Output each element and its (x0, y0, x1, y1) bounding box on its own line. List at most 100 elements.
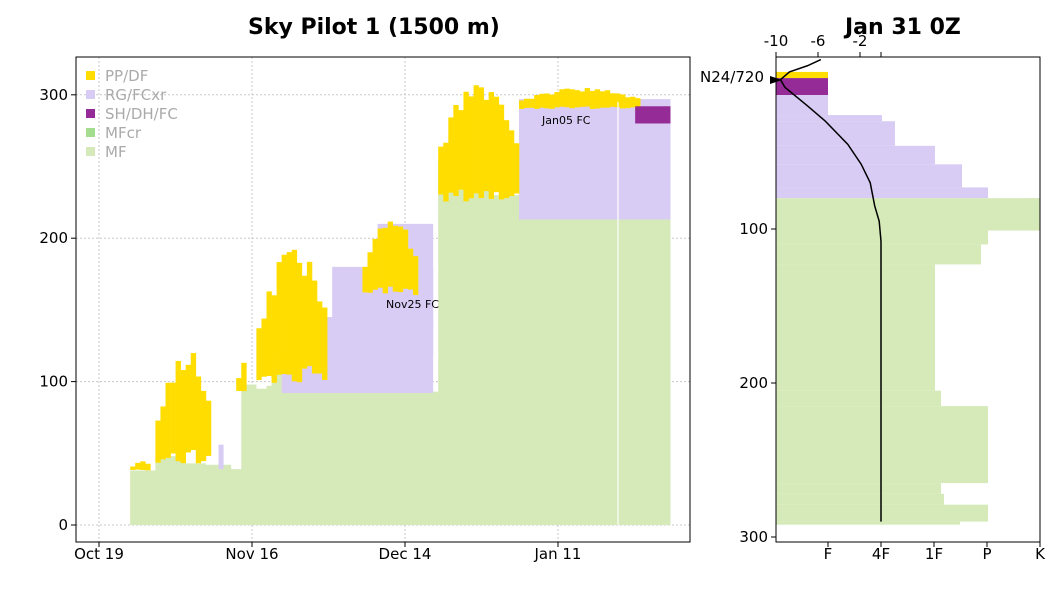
left-ytick-label: 200 (39, 229, 68, 247)
ppdf-bar (625, 97, 631, 109)
left-plot-frame (75, 56, 691, 543)
hardness-layer-bar (776, 264, 935, 391)
hardness-layer-bar (776, 164, 962, 188)
left-xtick-label: Jan 11 (534, 545, 582, 563)
ppdf-bar (291, 249, 298, 382)
hardness-layer-bar (776, 521, 960, 525)
left-ytick-label: 100 (39, 373, 68, 391)
temperature-profile-line (779, 58, 882, 522)
ppdf-bar (574, 90, 580, 108)
hardness-layer-bar (776, 115, 882, 122)
ppdf-bar (534, 94, 540, 109)
ppdf-bar (635, 98, 641, 108)
ppdf-bar (397, 226, 404, 293)
right-xtick-label: P (982, 545, 991, 563)
ppdf-bar (488, 92, 495, 199)
hardness-layer-bar (776, 230, 988, 245)
legend-label: SH/DH/FC (105, 105, 178, 123)
annotation-nov25-fc: Nov25 FC (386, 298, 439, 311)
legend-swatch-mfcr (86, 128, 95, 137)
ppdf-bar (145, 463, 151, 471)
ppdf-bar (564, 88, 570, 108)
hardness-layer-bar (776, 406, 988, 484)
ppdf-bar (322, 307, 328, 381)
legend-label: RG/FCxr (105, 86, 167, 104)
ppdf-bar (569, 89, 575, 109)
ppdf-bar (559, 89, 565, 107)
top-xtick-label: -2 (853, 32, 868, 50)
ppdf-bar (311, 280, 318, 374)
ppdf-bar (519, 100, 525, 109)
ppdf-bar (443, 142, 449, 202)
ppdf-bar (453, 105, 459, 196)
ppdf-bar (286, 252, 293, 375)
hardness-layer-bar (776, 483, 941, 494)
ppdf-bar (175, 360, 181, 462)
ppdf-bar (165, 382, 171, 458)
ppdf-bar (402, 229, 409, 289)
ppdf-bar (412, 256, 419, 295)
ppdf-bar (539, 93, 545, 108)
ppdf-bar (478, 87, 484, 199)
ppdf-bar (473, 85, 479, 194)
left-ytick-label: 0 (58, 516, 68, 534)
ppdf-bar (599, 91, 606, 108)
ppdf-bar (483, 99, 489, 192)
ppdf-bar (276, 262, 282, 375)
ppdf-bar (579, 91, 585, 107)
ppdf-bar (180, 370, 186, 464)
legend-label: MFcr (105, 124, 142, 142)
ppdf-bar (200, 390, 207, 462)
mfcr-edge-strip (1028, 198, 1040, 231)
right-ytick-label: 300 (739, 528, 768, 546)
ppdf-bar (170, 382, 176, 454)
rg-layer-area (218, 444, 224, 470)
right-xtick-label: 4F (872, 545, 890, 563)
left-chart-title: Sky Pilot 1 (1500 m) (248, 15, 500, 40)
ppdf-bar (513, 143, 520, 194)
ppdf-bar (392, 225, 399, 292)
shdh-layer-area (635, 106, 671, 124)
ppdf-bar (281, 254, 287, 375)
top-xtick-label: -10 (764, 32, 789, 50)
ppdf-bar (503, 120, 510, 199)
right-ytick-label: 100 (739, 220, 768, 238)
hardness-layer-bar (776, 244, 981, 265)
ppdf-bar (271, 295, 277, 383)
ppdf-bar (387, 221, 394, 287)
right-xtick-label: 1F (925, 545, 943, 563)
ppdf-bar (130, 466, 136, 470)
left-xtick-label: Nov 16 (225, 545, 278, 563)
ppdf-bar (301, 275, 308, 369)
hardness-layer-bar (776, 187, 988, 199)
ppdf-bar (185, 364, 192, 453)
legend-swatch-mf (86, 147, 95, 156)
ppdf-bar (609, 93, 616, 107)
ppdf-bar (549, 94, 555, 109)
ppdf-bar (367, 252, 373, 293)
ppdf-bar (554, 92, 560, 108)
ppdf-bar (458, 110, 464, 190)
ppdf-bar (377, 228, 383, 288)
ppdf-bar (620, 94, 626, 109)
ppdf-bar (236, 378, 242, 392)
ppdf-bar (407, 248, 414, 290)
ppdf-bar (241, 362, 247, 392)
left-xtick-label: Dec 14 (379, 545, 432, 563)
legend-label: PP/DF (105, 67, 148, 85)
ppdf-bar (205, 400, 212, 456)
ppdf-bar (261, 318, 267, 377)
right-xtick-label: F (824, 545, 833, 563)
legend-swatch-rg-fcxr (86, 90, 95, 99)
ppdf-bar (493, 96, 500, 193)
ppdf-bar (594, 89, 601, 109)
ppdf-bar (529, 98, 535, 108)
right-chart-title: Jan 31 0Z (845, 15, 961, 40)
hardness-layer-bar (776, 390, 941, 407)
ppdf-bar (584, 88, 590, 107)
ppdf-bar (604, 90, 611, 108)
hardness-layer-bar (776, 493, 944, 505)
ppdf-bar (195, 376, 202, 464)
hardness-layer-bar (776, 504, 988, 522)
